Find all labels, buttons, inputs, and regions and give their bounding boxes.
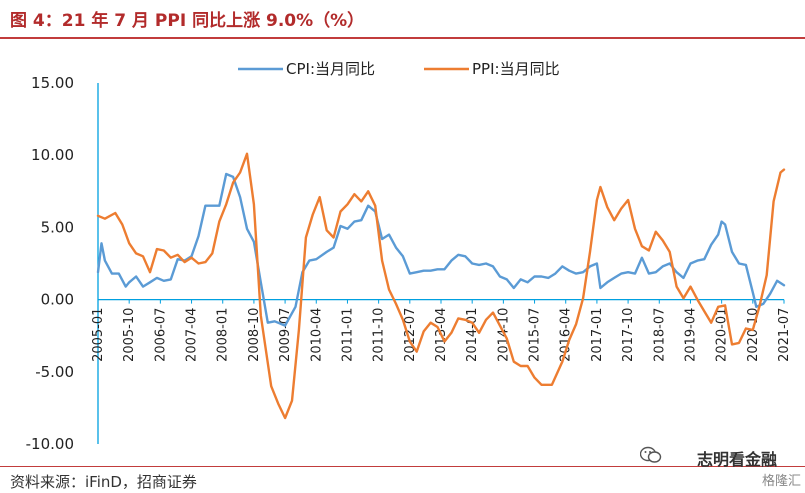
x-tick-label: 2012-07 xyxy=(403,308,418,362)
x-tick-label: 2015-07 xyxy=(528,308,543,362)
x-tick-label: 2011-10 xyxy=(372,308,387,362)
x-tick-label: 2017-01 xyxy=(590,308,605,362)
x-tick-label: 2007-04 xyxy=(185,308,200,362)
figure-title: 图 4：21 年 7 月 PPI 同比上涨 9.0%（%） xyxy=(10,11,365,31)
x-tick-label: 2018-07 xyxy=(652,308,667,362)
bottom-rule xyxy=(0,466,805,467)
legend: CPI:当月同比 PPI:当月同比 xyxy=(238,60,560,78)
x-tick-label: 2020-10 xyxy=(746,308,761,362)
x-tick-label: 2017-10 xyxy=(621,308,636,362)
x-tick-label: 2021-07 xyxy=(777,308,792,362)
series-layer xyxy=(96,152,786,420)
x-axis: 2005-01 2005-10 2006-07 2007-04 2008-01 2008-… xyxy=(91,298,792,362)
x-tick-label: 2016-04 xyxy=(559,308,574,362)
y-tick-label: 5.00 xyxy=(41,218,74,236)
x-tick-label: 2008-01 xyxy=(216,308,231,362)
legend-label: CPI:当月同比 xyxy=(286,60,375,78)
y-tick-label: -5.00 xyxy=(35,363,74,381)
wechat-icon xyxy=(640,446,662,463)
x-tick-label: 2005-10 xyxy=(122,308,137,362)
x-tick-label: 2020-01 xyxy=(715,308,730,362)
ppi-series-line xyxy=(96,152,786,420)
x-tick-label: 2014-01 xyxy=(465,308,480,362)
y-tick-label: -10.00 xyxy=(26,435,74,453)
y-axis: 15.00 10.00 5.00 0.00 -5.00 -10.00 xyxy=(26,74,99,453)
source-note: 资料来源：iFinD，招商证券 xyxy=(10,473,197,491)
x-tick-label: 2005-01 xyxy=(91,308,106,362)
x-tick-label: 2009-07 xyxy=(278,308,293,362)
legend-label: PPI:当月同比 xyxy=(472,60,560,78)
y-tick-label: 15.00 xyxy=(31,74,74,92)
cpi-series-line xyxy=(96,172,786,327)
y-tick-label: 0.00 xyxy=(41,291,74,309)
title-rule xyxy=(0,37,805,39)
watermark: 志明看金融 xyxy=(696,450,777,469)
x-tick-label: 2006-07 xyxy=(153,308,168,362)
y-tick-label: 10.00 xyxy=(31,146,74,164)
x-tick-label: 2008-10 xyxy=(247,308,262,362)
x-tick-label: 2019-04 xyxy=(683,308,698,362)
x-tick-label: 2010-04 xyxy=(309,308,324,362)
x-tick-label: 2011-01 xyxy=(340,308,355,362)
watermark-secondary: 格隆汇 xyxy=(761,474,801,489)
